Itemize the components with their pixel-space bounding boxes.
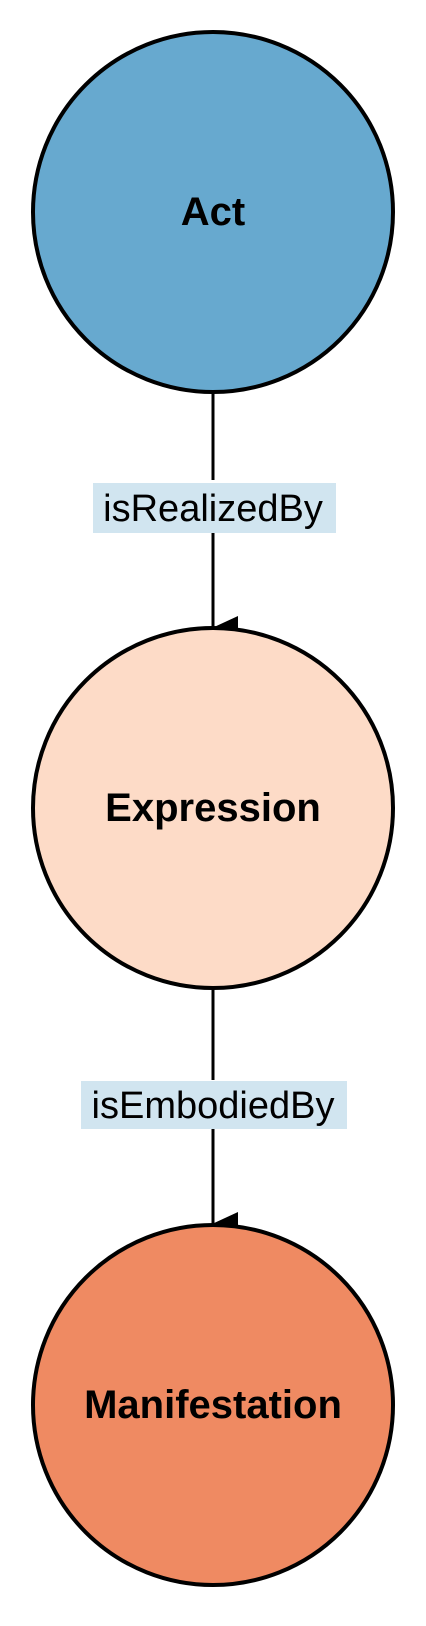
node-circle xyxy=(31,1223,395,1587)
edge-label-is-embodied-by: isEmbodiedBy xyxy=(92,1085,335,1127)
node-circle xyxy=(31,626,395,990)
edge-expression-to-manifestation: isEmbodiedBy xyxy=(81,987,347,1236)
node-act[interactable]: Act xyxy=(31,30,395,394)
node-expression[interactable]: Expression xyxy=(31,626,395,990)
node-label-act: Act xyxy=(181,190,245,234)
edge-label-background xyxy=(93,483,336,533)
node-label-manifestation: Manifestation xyxy=(84,1383,342,1427)
node-label-expression: Expression xyxy=(105,786,321,830)
edge-label-is-realized-by: isRealizedBy xyxy=(103,488,323,530)
node-manifestation[interactable]: Manifestation xyxy=(31,1223,395,1587)
edge-act-to-expression: isRealizedBy xyxy=(93,393,336,640)
edge-label-background xyxy=(81,1081,347,1129)
node-circle xyxy=(31,30,395,394)
